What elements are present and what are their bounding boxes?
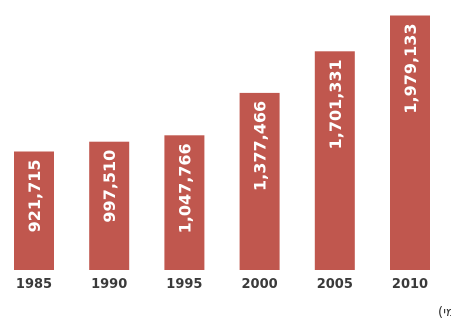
value-label-1985: 921,715 <box>25 160 44 233</box>
x-tick-1995: 1995 <box>166 277 202 292</box>
x-tick-labels-group: 1985 1990 1995 2000 2005 2010 <box>16 277 428 292</box>
bar-1985 <box>14 151 54 270</box>
bar-2010 <box>390 15 430 270</box>
x-tick-2005: 2005 <box>317 277 353 292</box>
x-tick-2010: 2010 <box>392 277 428 292</box>
bar-2005 <box>314 51 355 270</box>
bar-1995 <box>164 135 205 270</box>
value-label-2010: 1,979,133 <box>401 24 420 114</box>
source-note: מקור: WIPO (ארגון הקניין הרוחני הבינלאומ… <box>438 305 451 320</box>
x-tick-1990: 1990 <box>91 277 127 292</box>
bar-2000 <box>239 92 280 271</box>
value-label-1990: 997,510 <box>100 150 119 223</box>
x-tick-1985: 1985 <box>16 277 52 292</box>
x-tick-2000: 2000 <box>242 277 278 292</box>
value-label-2000: 1,377,466 <box>251 101 270 191</box>
bar-1990 <box>89 141 130 270</box>
bars-group <box>14 15 430 271</box>
value-label-1995: 1,047,766 <box>175 143 194 233</box>
value-labels-group: 921,715 997,510 1,047,766 1,377,466 1,701,33… <box>25 24 420 234</box>
value-label-2005: 1,701,331 <box>326 59 345 149</box>
